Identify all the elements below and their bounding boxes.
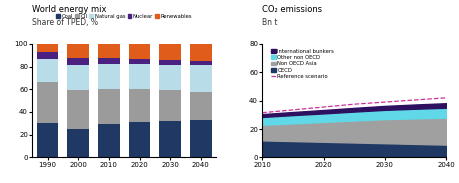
Bar [190, 61, 211, 66]
Bar [37, 123, 58, 157]
Bar [159, 121, 180, 157]
Bar [37, 52, 58, 59]
Reference scenario [381, 101, 387, 103]
Bar [67, 90, 89, 129]
Reference scenario [412, 99, 417, 101]
Bar [159, 44, 180, 60]
Bar [98, 64, 119, 89]
Bar [190, 120, 211, 157]
Text: CO₂ emissions: CO₂ emissions [262, 5, 322, 14]
Bar [159, 90, 180, 121]
Bar [129, 59, 150, 64]
Bar [98, 44, 119, 57]
Bar [98, 57, 119, 64]
Reference scenario [442, 97, 448, 99]
Text: Share of TPED, %: Share of TPED, % [32, 18, 98, 27]
Legend: International bunkers, Other non OECD, Non OECD Asia, OECD, Reference scenario: International bunkers, Other non OECD, N… [268, 46, 336, 81]
Bar [159, 60, 180, 66]
Bar [98, 124, 119, 157]
Bar [190, 66, 211, 92]
Bar [129, 89, 150, 122]
Bar [67, 57, 89, 66]
Bar [37, 59, 58, 83]
Text: Bn t: Bn t [262, 18, 277, 27]
Bar [190, 92, 211, 120]
Bar [129, 44, 150, 59]
Bar [37, 83, 58, 123]
Reference scenario [320, 106, 325, 108]
Bar [67, 66, 89, 90]
Bar [129, 122, 150, 157]
Bar [37, 44, 58, 52]
Bar [159, 66, 180, 90]
Line: Reference scenario: Reference scenario [262, 98, 445, 113]
Reference scenario [259, 112, 264, 114]
Reference scenario [290, 109, 295, 111]
Legend: Coal, Oil, Natural gas, Nuclear, Renewables: Coal, Oil, Natural gas, Nuclear, Renewab… [54, 12, 194, 21]
Bar [67, 44, 89, 57]
Bar [129, 64, 150, 89]
Bar [67, 129, 89, 157]
Bar [190, 44, 211, 61]
Bar [98, 89, 119, 124]
Reference scenario [351, 103, 356, 105]
Text: World energy mix: World energy mix [32, 5, 106, 14]
